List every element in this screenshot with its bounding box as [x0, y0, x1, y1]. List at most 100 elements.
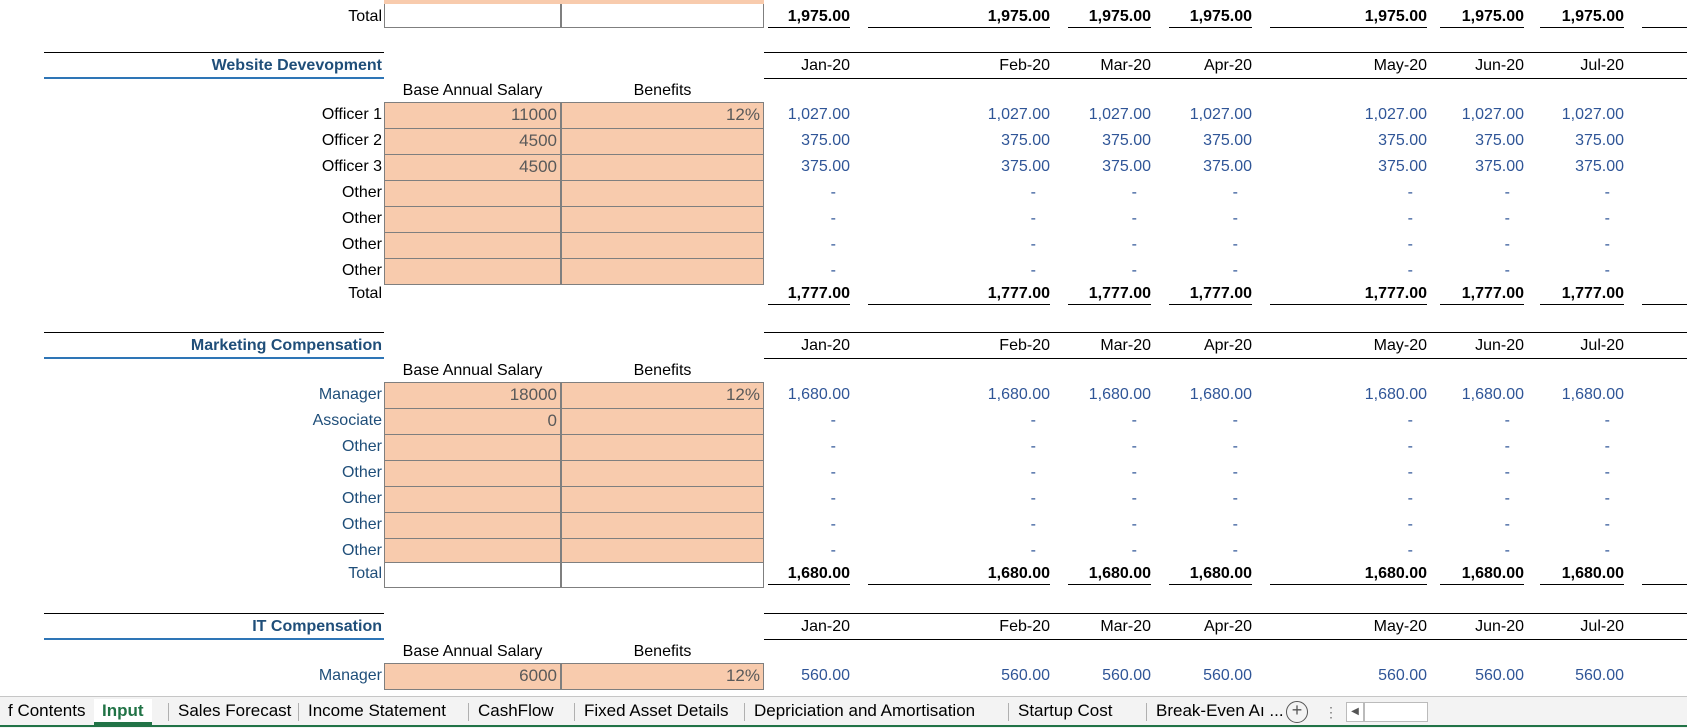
- benefits-input-cell[interactable]: [561, 180, 764, 207]
- month-header: Feb-20: [999, 337, 1050, 354]
- monthly-value: -: [830, 490, 836, 507]
- salary-input-cell[interactable]: 18000: [384, 382, 561, 409]
- benefits-input-cell[interactable]: [561, 486, 764, 513]
- horizontal-scrollbar[interactable]: [1364, 702, 1428, 722]
- month-header: Apr-20: [1203, 337, 1252, 354]
- section-title-underline: [44, 638, 384, 640]
- monthly-value: -: [1232, 490, 1238, 507]
- salary-input-cell[interactable]: [384, 258, 561, 285]
- salary-input-cell[interactable]: [384, 512, 561, 539]
- tab-sheet[interactable]: f Contents: [8, 701, 86, 720]
- month-header: May-20: [1373, 57, 1427, 74]
- total-underline: [1440, 304, 1524, 305]
- vertical-ellipsis-icon[interactable]: ⋮: [1324, 704, 1338, 720]
- salary-column-header: Base Annual Salary: [402, 362, 543, 379]
- monthly-value: -: [1604, 490, 1610, 507]
- benefits-column-header: Benefits: [633, 643, 692, 660]
- salary-input-cell[interactable]: 4500: [384, 128, 561, 155]
- benefits-input-cell[interactable]: [561, 434, 764, 461]
- month-header: Jan-20: [801, 337, 850, 354]
- salary-input-cell[interactable]: [384, 460, 561, 487]
- plus-circle-icon[interactable]: +: [1286, 701, 1308, 723]
- tab-sheet[interactable]: Input: [94, 699, 152, 725]
- salary-input-cell[interactable]: 6000: [384, 663, 561, 690]
- monthly-value: -: [1407, 438, 1413, 455]
- row-label: Total: [348, 8, 382, 25]
- month-header: Jun-20: [1475, 337, 1524, 354]
- salary-input-cell[interactable]: [384, 434, 561, 461]
- benefits-cell[interactable]: [561, 0, 764, 28]
- tab-sheet[interactable]: Depriciation and Amortisation: [754, 701, 976, 720]
- month-header: Jan-20: [801, 57, 850, 74]
- monthly-value: 37: [1646, 157, 1687, 177]
- monthly-value: 560.00: [1475, 667, 1524, 684]
- monthly-value: -: [1232, 542, 1238, 559]
- benefits-input-cell[interactable]: [561, 258, 764, 285]
- monthly-value: -: [1232, 262, 1238, 279]
- benefits-input-cell[interactable]: [561, 128, 764, 155]
- benefits-input-cell[interactable]: [561, 232, 764, 259]
- total-underline: [1440, 584, 1524, 585]
- month-bottom-line: [764, 78, 1687, 79]
- monthly-value: -: [1131, 542, 1137, 559]
- monthly-value: -: [830, 236, 836, 253]
- tab-sheet[interactable]: Fixed Asset Details: [584, 701, 729, 720]
- tab-sheet[interactable]: Break-Even Aı ...: [1156, 701, 1284, 720]
- monthly-value: -: [1504, 184, 1510, 201]
- salary-input-cell[interactable]: [384, 538, 561, 565]
- month-header: Mar-20: [1100, 618, 1151, 635]
- benefits-input-cell[interactable]: [561, 538, 764, 565]
- section-title: Marketing Compensation: [190, 337, 382, 354]
- salary-cell[interactable]: [384, 0, 561, 28]
- monthly-value: -: [1604, 438, 1610, 455]
- monthly-value: 1,027.00: [987, 106, 1050, 123]
- triangle-left-icon[interactable]: ◀: [1346, 702, 1364, 722]
- salary-input-cell[interactable]: [384, 486, 561, 513]
- salary-input-cell[interactable]: [384, 232, 561, 259]
- total-salary-cell[interactable]: [384, 562, 561, 588]
- spreadsheet-grid[interactable]: Total 1,975.00 1,975.00 1,975.00 1,975.00 1,9…: [0, 0, 1687, 696]
- salary-input-cell[interactable]: [384, 206, 561, 233]
- salary-value: 18000: [509, 385, 557, 404]
- month-header: Apr-20: [1203, 618, 1252, 635]
- salary-input-cell[interactable]: 11000: [384, 102, 561, 129]
- total-value: 1,680.00: [787, 565, 850, 582]
- total-value: 1,680.00: [1561, 565, 1624, 582]
- input-cell-edge: [561, 0, 764, 4]
- monthly-value: 1,680.00: [1189, 386, 1252, 403]
- total-benefits-cell[interactable]: [561, 562, 764, 588]
- benefits-input-cell[interactable]: [561, 460, 764, 487]
- monthly-value: -: [1030, 262, 1036, 279]
- benefits-input-cell[interactable]: [561, 512, 764, 539]
- total-value: 1,777.00: [1461, 285, 1524, 302]
- tab-sheet[interactable]: Sales Forecast: [178, 701, 292, 720]
- total-underline: [768, 304, 850, 305]
- row-label: Other: [341, 210, 382, 227]
- month-header: May-20: [1373, 337, 1427, 354]
- month-header: Mar-20: [1100, 337, 1151, 354]
- benefits-input-cell[interactable]: [561, 154, 764, 181]
- monthly-value: -: [1030, 184, 1036, 201]
- total-underline: [1270, 304, 1427, 305]
- tab-sheet[interactable]: Income Statement: [308, 701, 446, 720]
- benefits-input-cell[interactable]: [561, 408, 764, 435]
- monthly-value: 560.00: [1102, 667, 1151, 684]
- monthly-value: -: [1131, 210, 1137, 227]
- monthly-value: -: [1604, 542, 1610, 559]
- benefits-input-cell[interactable]: [561, 206, 764, 233]
- monthly-value: -: [1232, 412, 1238, 429]
- benefits-input-cell[interactable]: 12%: [561, 382, 764, 409]
- salary-input-cell[interactable]: 4500: [384, 154, 561, 181]
- salary-input-cell[interactable]: [384, 180, 561, 207]
- benefits-input-cell[interactable]: 12%: [561, 663, 764, 690]
- total-underline: [1068, 584, 1151, 585]
- month-bottom-line: [764, 639, 1687, 640]
- tab-sheet[interactable]: Startup Cost: [1018, 701, 1113, 720]
- tab-sheet[interactable]: CashFlow: [478, 701, 554, 720]
- section-title: Website Devevopment: [211, 57, 382, 74]
- monthly-value: 1,68: [1646, 385, 1687, 405]
- benefits-input-cell[interactable]: 12%: [561, 102, 764, 129]
- input-cell-edge: [384, 0, 561, 4]
- monthly-value: -: [1030, 438, 1036, 455]
- salary-input-cell[interactable]: 0: [384, 408, 561, 435]
